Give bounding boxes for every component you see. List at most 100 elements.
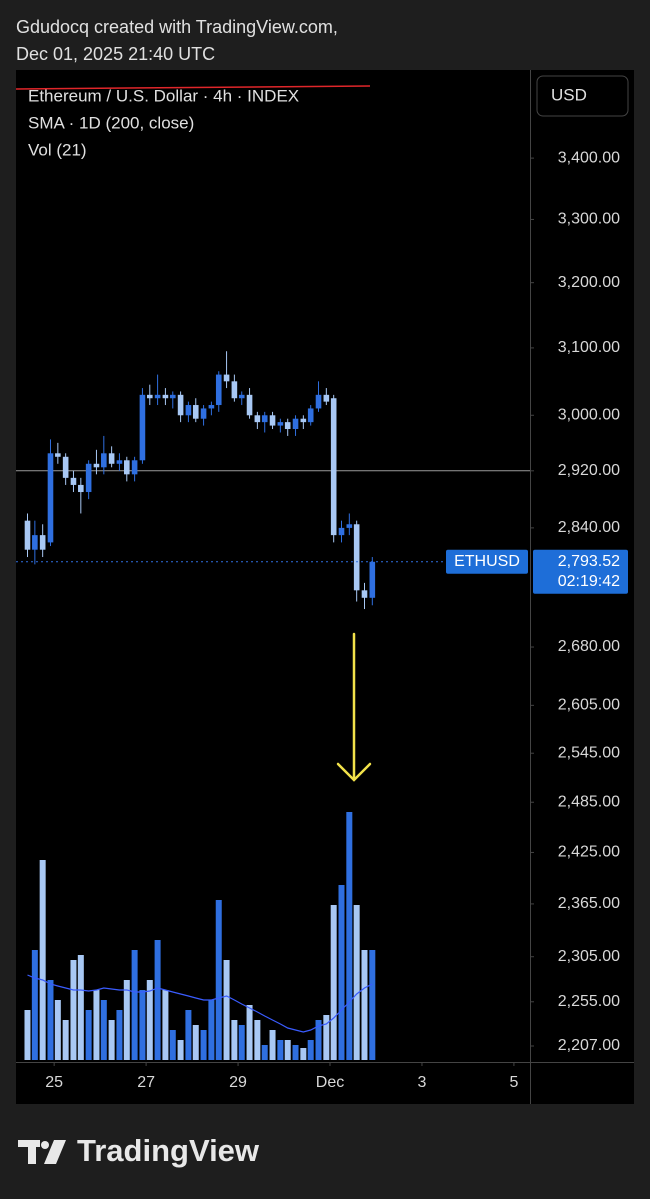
candle-body bbox=[24, 520, 31, 550]
price-tag bbox=[533, 549, 628, 594]
y-tick-label: 2,207.00 bbox=[558, 1037, 620, 1054]
volume-bar bbox=[31, 950, 38, 1060]
y-tick-label: 2,365.00 bbox=[558, 895, 620, 912]
volume-bar bbox=[361, 950, 368, 1060]
volume-bar bbox=[116, 1010, 123, 1060]
candle-body bbox=[369, 561, 376, 598]
candle-body bbox=[246, 394, 253, 416]
price-tag-label: 2,793.52 bbox=[558, 553, 620, 570]
candle-body bbox=[85, 463, 92, 493]
candle-body bbox=[108, 453, 115, 464]
volume-bar bbox=[330, 905, 337, 1060]
volume-bar bbox=[346, 812, 353, 1060]
candle-body bbox=[146, 394, 153, 399]
candle-body bbox=[162, 394, 169, 399]
volume-bar bbox=[269, 1030, 276, 1060]
candle-body bbox=[215, 374, 222, 406]
drawn-line bbox=[15, 85, 371, 90]
candle-body bbox=[238, 394, 245, 399]
candle-body bbox=[223, 374, 230, 382]
volume-bar bbox=[369, 950, 376, 1060]
symbol-tag-label: ETHUSD bbox=[454, 553, 520, 570]
candle-body bbox=[185, 405, 192, 416]
y-tick-label: 3,400.00 bbox=[558, 149, 620, 166]
volume-bar bbox=[315, 1020, 322, 1060]
y-tick-label: 2,545.00 bbox=[558, 744, 620, 761]
volume-bar bbox=[131, 950, 138, 1060]
volume-bar bbox=[146, 980, 153, 1060]
y-tick-label: 2,255.00 bbox=[558, 993, 620, 1010]
volume-bar bbox=[292, 1045, 299, 1060]
volume-bar bbox=[238, 1025, 245, 1060]
volume-bar bbox=[246, 1005, 253, 1060]
y-tick-label: 2,680.00 bbox=[558, 638, 620, 655]
y-tick-label: 3,200.00 bbox=[558, 274, 620, 291]
candle-body bbox=[307, 408, 314, 423]
volume-bar bbox=[123, 980, 130, 1060]
volume-bar bbox=[261, 1045, 268, 1060]
volume-bar bbox=[307, 1040, 314, 1060]
annotation-arrow bbox=[336, 632, 372, 782]
candle-body bbox=[47, 453, 54, 543]
currency-label: USD bbox=[551, 85, 587, 104]
candle-body bbox=[78, 484, 84, 493]
volume-bar bbox=[24, 1010, 31, 1060]
volume-bar bbox=[108, 1020, 115, 1060]
volume-bar bbox=[62, 1020, 69, 1060]
y-tick-label: 2,605.00 bbox=[558, 697, 620, 714]
candle-body bbox=[261, 415, 268, 423]
volume-ma-line bbox=[27, 974, 373, 1033]
volume-bar bbox=[39, 860, 46, 1060]
candle-body bbox=[192, 405, 199, 419]
candle-body bbox=[353, 524, 360, 591]
volume-bar bbox=[200, 1030, 207, 1060]
volume-bar bbox=[100, 1000, 107, 1060]
volume-bar bbox=[254, 1020, 261, 1060]
legend-text: Ethereum / U.S. Dollar · 4h · INDEX bbox=[28, 86, 299, 105]
volume-bar bbox=[162, 990, 169, 1060]
legend-text: SMA · 1D (200, close) bbox=[28, 113, 194, 132]
volume-bar bbox=[93, 990, 100, 1060]
candle-body bbox=[292, 418, 299, 430]
volume-bar bbox=[177, 1040, 184, 1060]
x-tick-label: 25 bbox=[45, 1074, 63, 1091]
brand: TradingView bbox=[77, 1133, 260, 1168]
volume-bar bbox=[169, 1030, 176, 1060]
volume-bar bbox=[185, 1010, 192, 1060]
candle-body bbox=[93, 463, 100, 468]
volume-bar bbox=[338, 885, 345, 1060]
x-tick-label: 27 bbox=[137, 1074, 155, 1091]
x-tick-label: 29 bbox=[229, 1074, 247, 1091]
volume-bar bbox=[47, 980, 54, 1060]
y-tick-label: 3,300.00 bbox=[558, 211, 620, 228]
volume-bar bbox=[353, 905, 360, 1060]
x-tick-label: 3 bbox=[418, 1074, 427, 1091]
volume-bar bbox=[215, 900, 222, 1060]
x-tick-label: 5 bbox=[509, 1074, 518, 1091]
volume-bar bbox=[300, 1048, 307, 1060]
volume-bar bbox=[85, 1010, 92, 1060]
candle-body bbox=[131, 460, 138, 475]
candle-body bbox=[338, 527, 345, 536]
header-line: Dec 01, 2025 21:40 UTC bbox=[16, 44, 215, 64]
volume-bar bbox=[77, 955, 84, 1060]
volume-bar bbox=[284, 1040, 291, 1060]
volume-bar bbox=[70, 960, 77, 1060]
currency-button[interactable] bbox=[536, 75, 629, 117]
volume-bar bbox=[277, 1040, 284, 1060]
candle-body bbox=[116, 460, 123, 464]
candle-body bbox=[177, 394, 184, 416]
volume-bar bbox=[323, 1015, 330, 1060]
candle-body bbox=[208, 405, 215, 409]
candle-body bbox=[200, 408, 207, 419]
candle-body bbox=[123, 460, 130, 475]
candle-body bbox=[361, 590, 368, 598]
candle-body bbox=[346, 524, 353, 528]
volume-bar bbox=[154, 940, 161, 1060]
candle-body bbox=[55, 453, 61, 457]
candle-body bbox=[70, 477, 77, 485]
y-tick-label: 3,000.00 bbox=[558, 406, 620, 423]
volume-bar bbox=[231, 1020, 238, 1060]
